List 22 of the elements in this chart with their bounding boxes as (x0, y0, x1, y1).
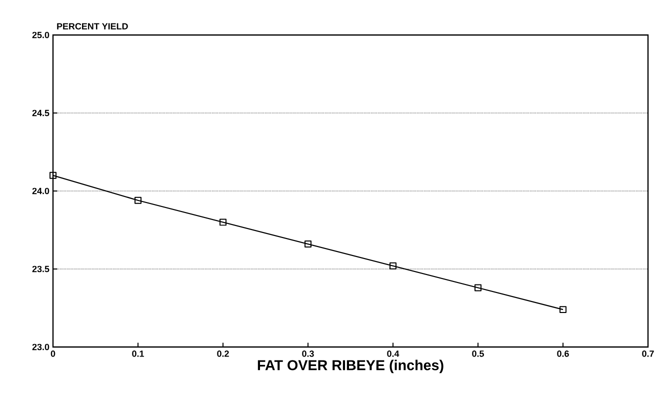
point (390, 262, 396, 270)
point (220, 218, 226, 226)
point (560, 306, 566, 314)
y-tick-label: 24.5 (32, 110, 50, 116)
y-tick-label: 23.5 (32, 266, 50, 272)
x-tick-label: 0.6 (557, 350, 569, 357)
point (134, 196, 142, 204)
point (50, 172, 56, 179)
x-axis-title: FAT OVER RIBEYE (inches) (258, 360, 444, 374)
x-tick-label: 0.1 (132, 350, 144, 357)
y-axis-title: PERCENT YIELD (57, 23, 128, 30)
point (474, 284, 482, 292)
x-tick-label: 0.4 (387, 350, 400, 357)
x-tick-label: 0 (50, 350, 56, 357)
y-tick-label: 23.0 (32, 344, 50, 350)
y-tick-label: 24.0 (32, 188, 50, 194)
x-tick-label: 0.7 (642, 350, 654, 357)
x-tick-label: 0.5 (472, 350, 484, 357)
point (304, 240, 312, 248)
x-tick-label: 0.3 (302, 350, 314, 357)
x-tick-label: 0.2 (217, 350, 229, 357)
y-tick-label: 25.0 (32, 32, 50, 38)
